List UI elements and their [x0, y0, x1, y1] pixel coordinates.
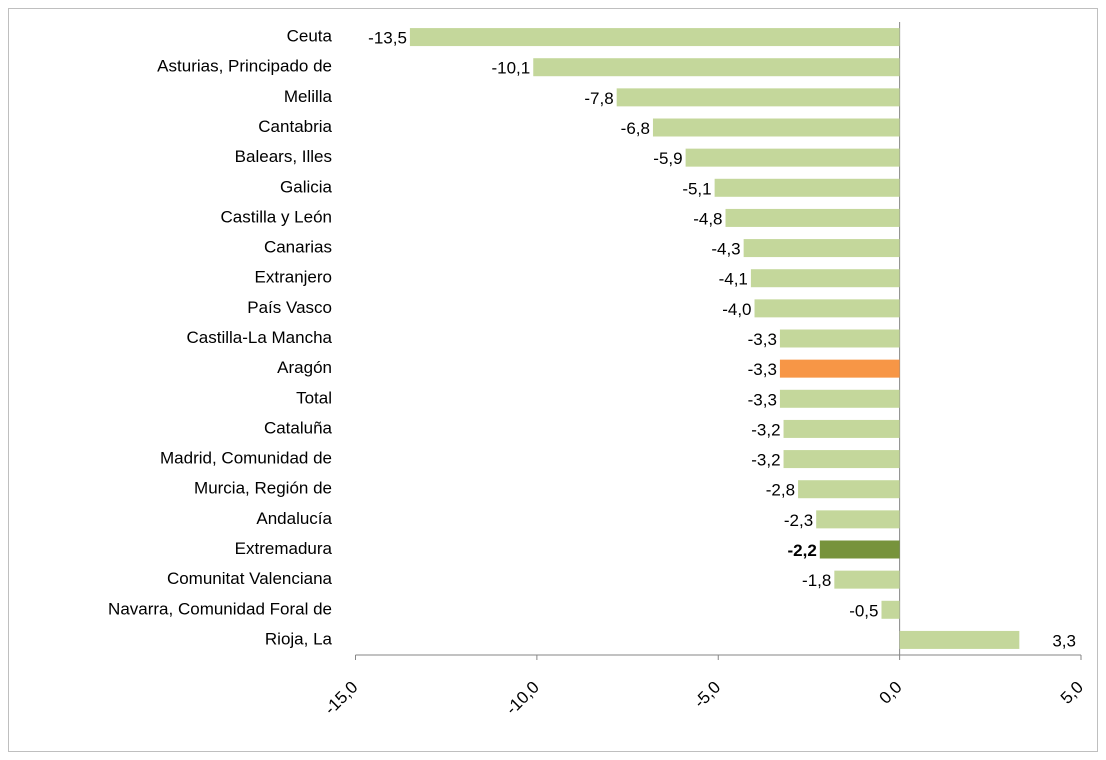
y-tick-label: Canarias	[264, 238, 332, 257]
value-label: -5,9	[653, 149, 682, 168]
bar	[819, 540, 900, 559]
y-tick-label: Madrid, Comunidad de	[160, 449, 332, 468]
value-label: 3,3	[1052, 631, 1076, 650]
value-label: -2,8	[766, 481, 795, 500]
bar	[754, 299, 900, 318]
value-label: -4,3	[711, 240, 740, 259]
bar	[409, 28, 900, 47]
value-label: -4,1	[719, 270, 748, 289]
y-tick-label: Asturias, Principado de	[157, 57, 332, 76]
bar	[652, 118, 900, 137]
chart-frame	[8, 8, 1098, 752]
bar	[783, 450, 900, 469]
bar	[881, 600, 900, 619]
value-label: -3,3	[748, 360, 777, 379]
value-label: -4,0	[722, 300, 751, 319]
bar	[725, 208, 900, 227]
y-tick-label: Balears, Illes	[235, 147, 332, 166]
bar	[899, 630, 1020, 649]
value-label: -13,5	[368, 29, 407, 48]
y-tick-label: Cataluña	[264, 418, 333, 437]
y-tick-label: Andalucía	[256, 509, 332, 528]
value-label: -5,1	[682, 179, 711, 198]
y-tick-label: País Vasco	[247, 298, 332, 317]
y-tick-label: Rioja, La	[265, 629, 333, 648]
y-tick-label: Murcia, Región de	[194, 479, 332, 498]
y-tick-label: Castilla y León	[220, 207, 332, 226]
y-tick-label: Extranjero	[255, 268, 332, 287]
bar	[616, 88, 900, 107]
value-label: -3,3	[748, 330, 777, 349]
bar	[743, 239, 900, 258]
y-tick-label: Galicia	[280, 177, 333, 196]
value-label: -2,2	[788, 541, 817, 560]
y-tick-label: Comunitat Valenciana	[167, 569, 333, 588]
y-tick-label: Ceuta	[287, 27, 333, 46]
bar	[798, 480, 900, 499]
y-tick-label: Extremadura	[235, 539, 333, 558]
y-tick-label: Total	[296, 388, 332, 407]
bar	[834, 570, 900, 589]
bar	[779, 329, 900, 348]
bar	[779, 359, 900, 378]
value-label: -10,1	[491, 59, 530, 78]
bar	[750, 269, 900, 288]
bar	[816, 510, 900, 529]
value-label: -7,8	[584, 89, 613, 108]
y-tick-label: Castilla-La Mancha	[186, 328, 332, 347]
bar	[533, 58, 900, 77]
value-label: -6,8	[621, 119, 650, 138]
value-label: -3,2	[751, 451, 780, 470]
y-tick-label: Navarra, Comunidad Foral de	[108, 599, 332, 618]
value-label: -1,8	[802, 571, 831, 590]
value-label: -0,5	[849, 601, 878, 620]
value-label: -3,3	[748, 390, 777, 409]
bar	[779, 389, 900, 408]
value-label: -2,3	[784, 511, 813, 530]
bar	[685, 148, 900, 167]
bar	[714, 178, 900, 197]
y-tick-label: Cantabria	[258, 117, 332, 136]
y-tick-label: Aragón	[277, 358, 332, 377]
value-label: -4,8	[693, 209, 722, 228]
bar	[783, 419, 900, 438]
value-label: -3,2	[751, 420, 780, 439]
y-tick-label: Melilla	[284, 87, 333, 106]
